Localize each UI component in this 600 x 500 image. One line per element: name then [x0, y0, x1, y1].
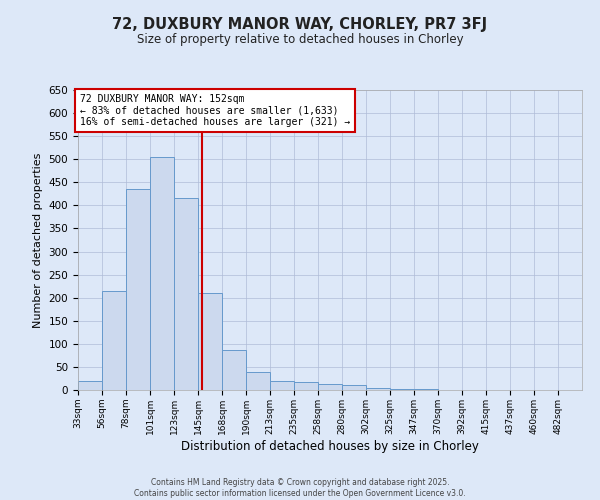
Bar — [294, 382, 318, 390]
Bar — [78, 381, 102, 390]
X-axis label: Distribution of detached houses by size in Chorley: Distribution of detached houses by size … — [181, 440, 479, 452]
Bar — [390, 388, 414, 390]
Bar — [318, 384, 342, 390]
Bar — [270, 381, 294, 390]
Text: 72 DUXBURY MANOR WAY: 152sqm
← 83% of detached houses are smaller (1,633)
16% of: 72 DUXBURY MANOR WAY: 152sqm ← 83% of de… — [80, 94, 350, 127]
Bar — [102, 291, 126, 390]
Bar — [150, 157, 174, 390]
Bar — [174, 198, 198, 390]
Text: Size of property relative to detached houses in Chorley: Size of property relative to detached ho… — [137, 32, 463, 46]
Bar — [222, 350, 246, 390]
Bar — [198, 293, 222, 390]
Text: Contains HM Land Registry data © Crown copyright and database right 2025.
Contai: Contains HM Land Registry data © Crown c… — [134, 478, 466, 498]
Y-axis label: Number of detached properties: Number of detached properties — [33, 152, 43, 328]
Bar — [366, 388, 390, 390]
Text: 72, DUXBURY MANOR WAY, CHORLEY, PR7 3FJ: 72, DUXBURY MANOR WAY, CHORLEY, PR7 3FJ — [112, 18, 488, 32]
Bar — [342, 386, 366, 390]
Bar — [246, 372, 270, 390]
Bar — [126, 189, 150, 390]
Bar — [414, 389, 438, 390]
